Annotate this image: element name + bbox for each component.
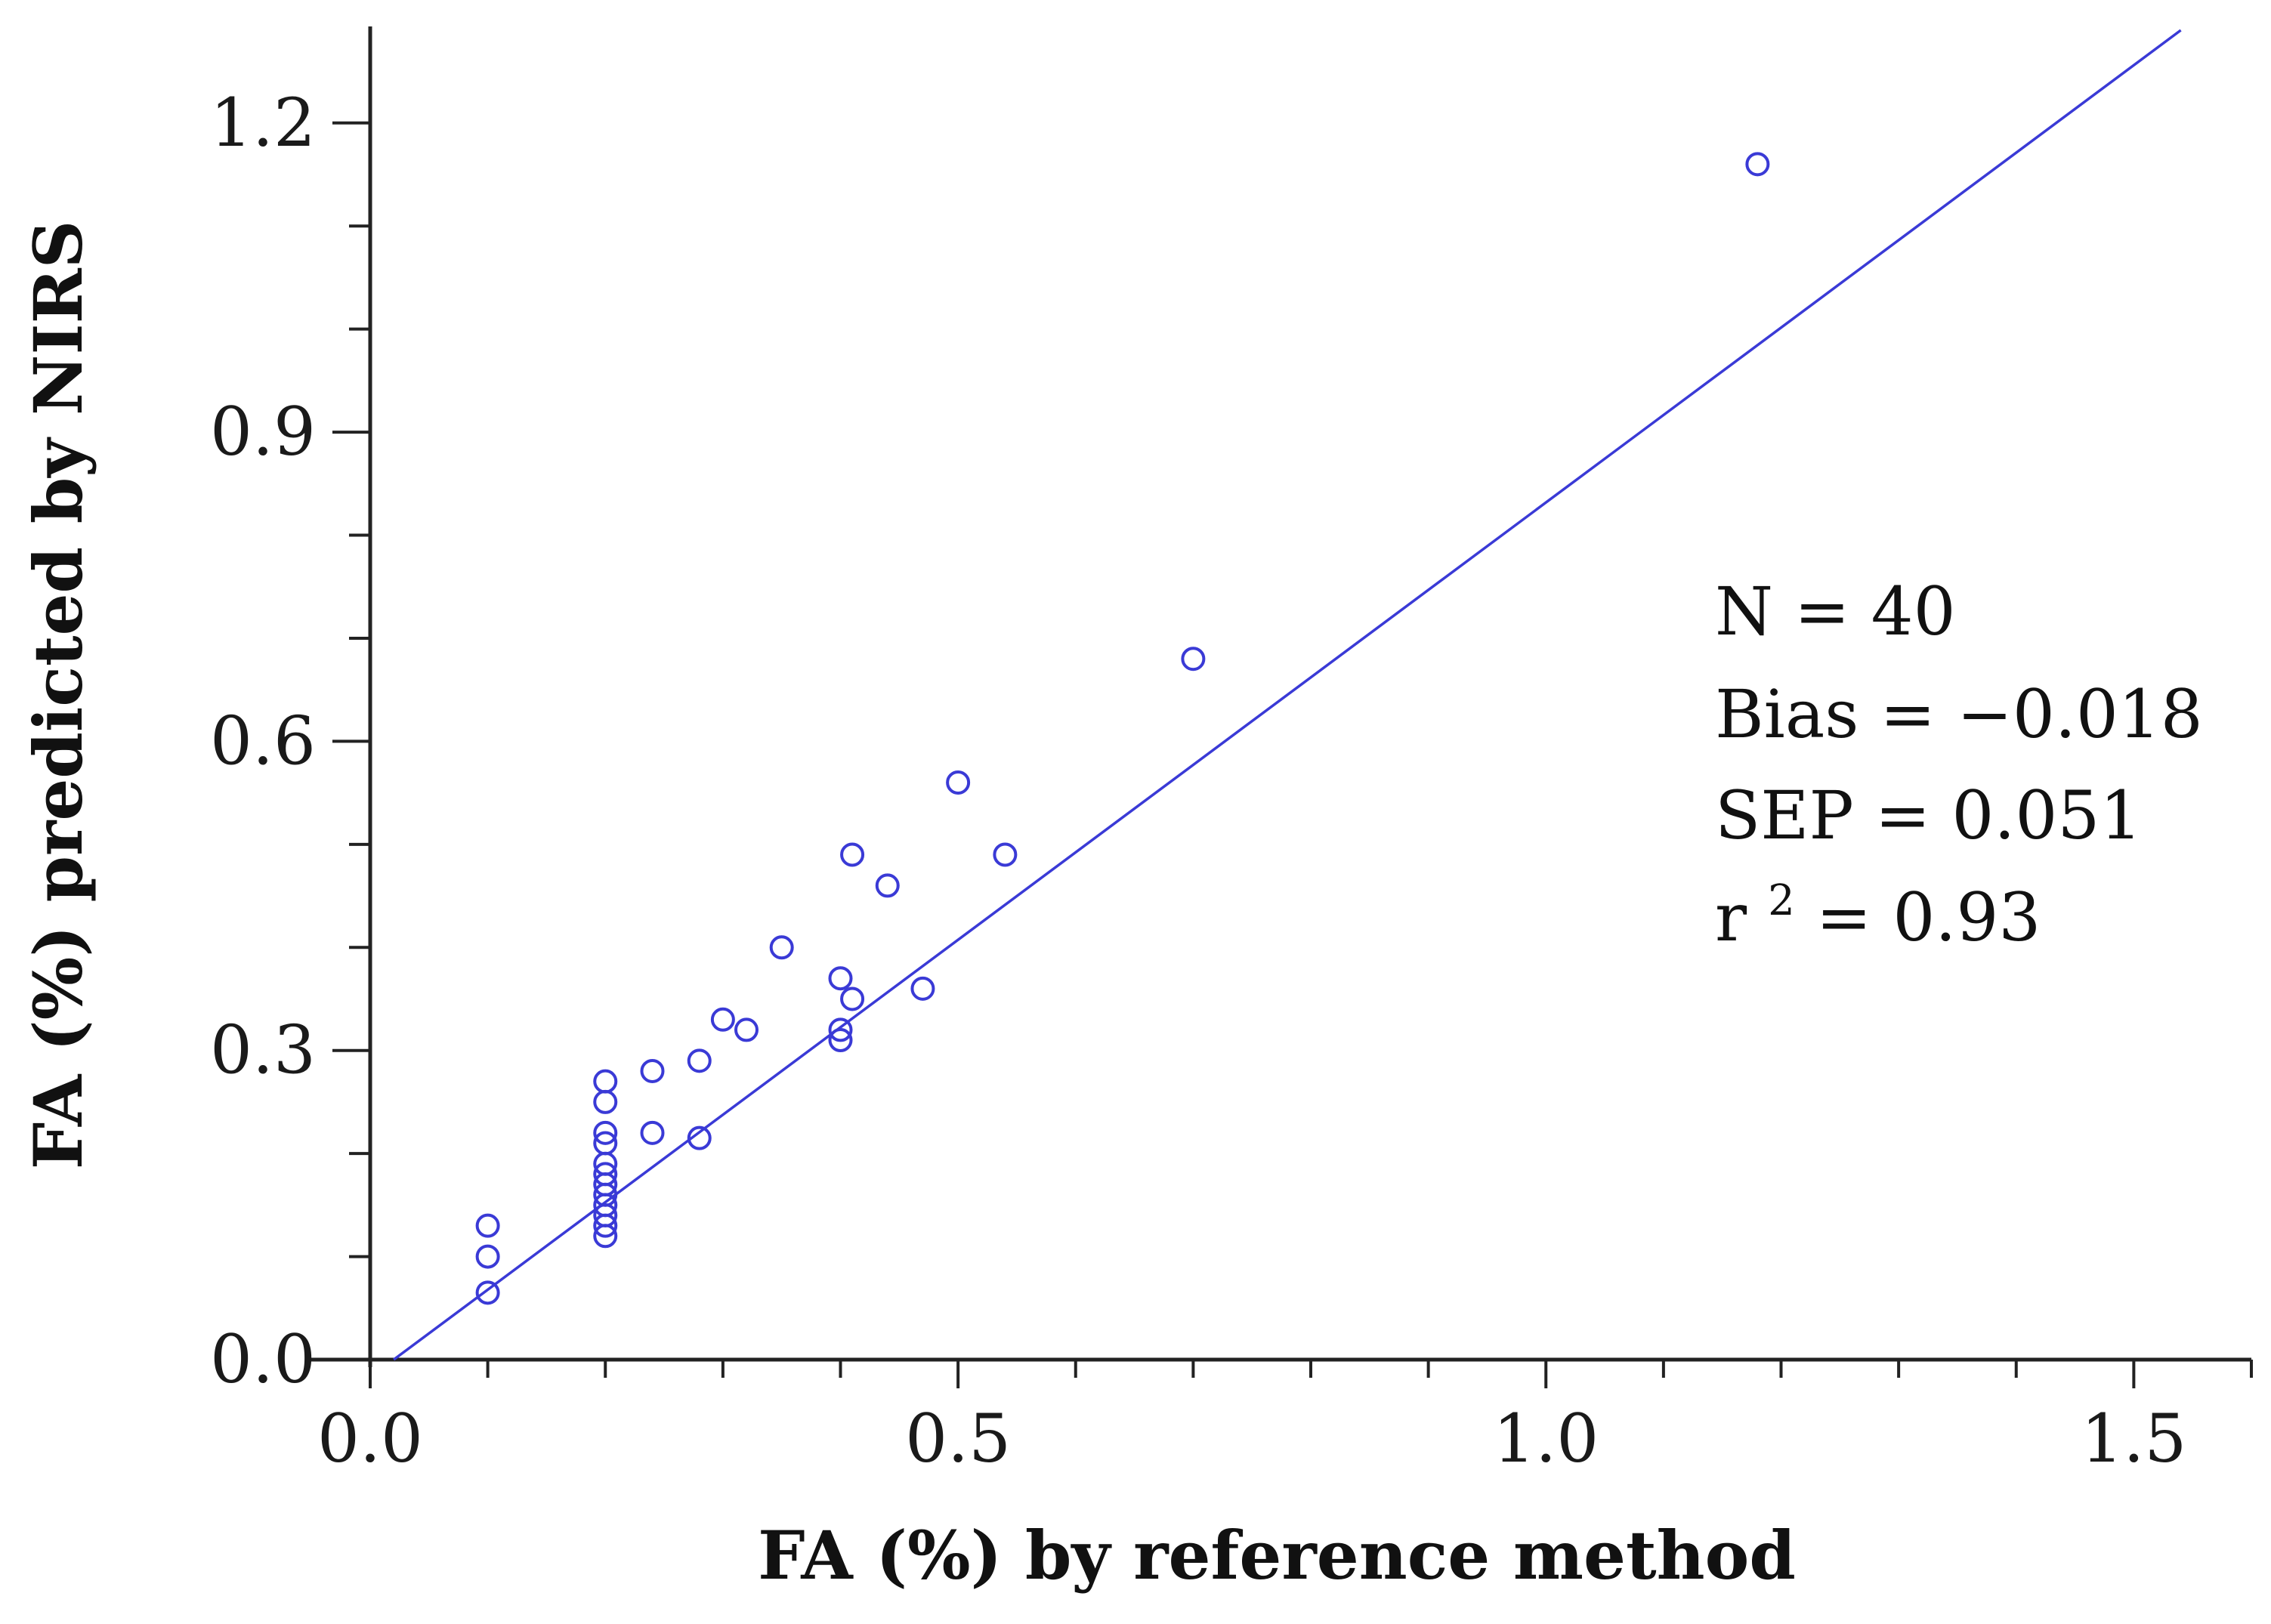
data-point bbox=[769, 935, 794, 960]
data-point bbox=[593, 1162, 618, 1187]
data-point bbox=[593, 1089, 618, 1114]
y-tick-label: 0.3 bbox=[210, 1011, 316, 1089]
data-point bbox=[1745, 152, 1770, 177]
stat-sep: SEP = 0.051 bbox=[1715, 776, 2142, 854]
data-point bbox=[840, 842, 865, 867]
data-point bbox=[593, 1069, 618, 1094]
data-point bbox=[593, 1120, 618, 1145]
data-point bbox=[1181, 647, 1206, 672]
data-point bbox=[475, 1280, 500, 1305]
stat-r2-base: r bbox=[1715, 878, 1747, 956]
data-point bbox=[734, 1017, 759, 1042]
stats-annotation: N = 40 Bias = −0.018 SEP = 0.051 r 2 = 0… bbox=[1715, 573, 2203, 956]
data-point bbox=[828, 966, 853, 991]
data-point bbox=[840, 986, 865, 1011]
points-layer bbox=[475, 152, 1770, 1305]
data-point bbox=[687, 1125, 712, 1150]
data-point bbox=[946, 770, 971, 795]
data-point bbox=[640, 1120, 665, 1145]
y-tick-label: 1.2 bbox=[210, 84, 316, 162]
data-point bbox=[828, 1017, 853, 1042]
data-point bbox=[875, 873, 900, 898]
data-point bbox=[475, 1244, 500, 1269]
data-point bbox=[593, 1131, 618, 1156]
y-axis-title: FA (%) predicted by NIRS bbox=[19, 221, 97, 1170]
y-tick-label: 0.9 bbox=[210, 393, 316, 471]
data-point bbox=[640, 1058, 665, 1083]
fit-line-layer bbox=[393, 29, 2182, 1361]
stat-r2: r 2 = 0.93 bbox=[1715, 853, 2041, 956]
stat-n: N = 40 bbox=[1715, 573, 1956, 650]
data-point bbox=[475, 1213, 500, 1238]
x-tick-label: 1.0 bbox=[1493, 1400, 1599, 1477]
data-point bbox=[710, 1007, 735, 1032]
stat-r2-value: = 0.93 bbox=[1816, 878, 2041, 956]
data-point bbox=[828, 1028, 853, 1053]
stat-bias: Bias = −0.018 bbox=[1715, 675, 2203, 753]
stat-r2-superscript: 2 bbox=[1768, 876, 1795, 925]
data-point bbox=[687, 1048, 712, 1073]
y-tick-label: 0.0 bbox=[210, 1320, 316, 1398]
axes-layer: 0.0 0.5 1.0 1.5 0.0 0.3 0.6 0.9 1.2 bbox=[210, 26, 2253, 1477]
x-tick-label: 0.5 bbox=[905, 1400, 1011, 1477]
x-axis-title: FA (%) by reference method bbox=[758, 1516, 1796, 1595]
data-point bbox=[910, 976, 935, 1001]
x-tick-label: 0.0 bbox=[317, 1400, 423, 1477]
y-tick-label: 0.6 bbox=[210, 702, 316, 780]
data-point bbox=[993, 842, 1018, 867]
x-tick-label: 1.5 bbox=[2081, 1400, 2186, 1477]
regression-line bbox=[393, 29, 2182, 1361]
